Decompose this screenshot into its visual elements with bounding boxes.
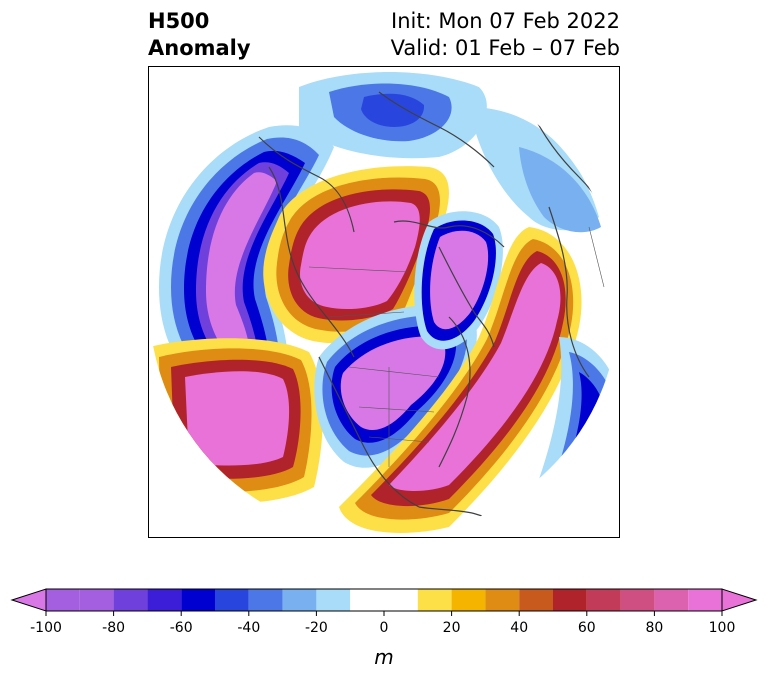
anomaly-low-ne-pacific (159, 125, 334, 418)
colorbar-cell (282, 589, 317, 611)
map-canvas (149, 67, 619, 537)
colorbar-tick-label: 40 (510, 620, 528, 636)
colorbar-cell (113, 589, 148, 611)
colorbar-cell (215, 589, 249, 611)
colorbar-cell (586, 589, 621, 611)
colorbar-cell (688, 589, 722, 611)
title-field-name: H500 (148, 9, 210, 33)
title-right: Init: Mon 07 Feb 2022 Valid: 01 Feb – 07… (391, 8, 620, 62)
colorbar-cell (553, 589, 587, 611)
colorbar-cell (485, 589, 520, 611)
colorbar-cell (316, 589, 351, 611)
colorbar-tick-label: 100 (709, 620, 736, 636)
colorbar-tick-label: -20 (305, 620, 328, 636)
colorbar-over-arrow (721, 588, 758, 612)
colorbar-tick-label: 20 (443, 620, 461, 636)
anomaly-map (148, 66, 620, 538)
anomaly-high-central-pacific (149, 338, 323, 504)
title-field-type: Anomaly (148, 36, 251, 60)
anomaly-high-western-canada (263, 166, 449, 344)
colorbar-tick-label: -80 (102, 620, 125, 636)
colorbar-tick-label: -60 (170, 620, 193, 636)
title-left: H500 Anomaly (148, 8, 251, 62)
colorbar-tick-label: 0 (380, 620, 389, 636)
colorbar-cell (181, 589, 215, 611)
colorbar-cell (147, 589, 182, 611)
init-date-label: Init: Mon 07 Feb 2022 (391, 9, 620, 33)
colorbar-tick-label: 80 (645, 620, 663, 636)
colorbar-cell (417, 589, 452, 611)
colorbar-unit-label: m (374, 645, 394, 669)
colorbar-cell (46, 589, 80, 611)
colorbar-cell (79, 589, 114, 611)
colorbar-cell (350, 589, 418, 611)
colorbar-cell (248, 589, 283, 611)
colorbar-tick-label: 60 (578, 620, 596, 636)
colorbar-cell (654, 589, 689, 611)
colorbar-cell (451, 589, 486, 611)
colorbar-tick-label: -100 (30, 620, 62, 636)
colorbar-tick-label: -40 (237, 620, 260, 636)
colorbar-cell (519, 589, 553, 611)
colorbar: -100 -80 -60 -40 -20 0 20 40 60 80 100 (10, 588, 758, 636)
valid-range-label: Valid: 01 Feb – 07 Feb (390, 36, 620, 60)
anomaly-low-arctic (299, 72, 487, 159)
anomaly-high-north-atlantic (339, 227, 582, 533)
colorbar-under-arrow (10, 588, 47, 612)
colorbar-cell (620, 589, 655, 611)
